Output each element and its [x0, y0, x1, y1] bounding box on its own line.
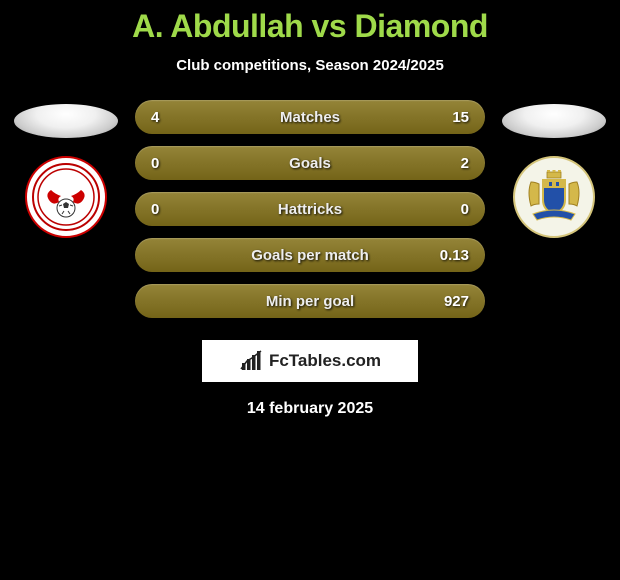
stat-bar: 4 Matches 15: [135, 100, 485, 134]
subtitle: Club competitions, Season 2024/2025: [0, 57, 620, 74]
player-right-column: [501, 100, 607, 238]
stat-left-value: 0: [151, 155, 191, 172]
stat-label: Goals: [289, 155, 331, 172]
dragon-icon: [31, 162, 101, 232]
stat-bar: Min per goal 927: [135, 284, 485, 318]
stat-label: Hattricks: [278, 201, 342, 218]
main-row: 4 Matches 15 0 Goals 2 0 Hattricks 0 Goals per ma…: [0, 100, 620, 318]
bar-chart-icon: [239, 349, 263, 373]
page-title: A. Abdullah vs Diamond: [0, 8, 620, 45]
stat-left-value: 0: [151, 201, 191, 218]
stat-bar: 0 Hattricks 0: [135, 192, 485, 226]
brand-box[interactable]: FcTables.com: [202, 340, 418, 382]
brand-label: FcTables.com: [269, 351, 381, 371]
date-label: 14 february 2025: [0, 400, 620, 418]
stat-label: Goals per match: [251, 247, 369, 264]
shield-crest-icon: [519, 162, 589, 232]
stat-left-value: 4: [151, 109, 191, 126]
stockport-county-crest: [513, 156, 595, 238]
stat-right-value: 15: [429, 109, 469, 126]
stat-right-value: 0.13: [429, 247, 469, 264]
player-left-column: [13, 100, 119, 238]
player-left-oval: [14, 104, 118, 138]
stat-right-value: 927: [429, 293, 469, 310]
stat-label: Min per goal: [266, 293, 354, 310]
leyton-orient-crest: [25, 156, 107, 238]
player-right-oval: [502, 104, 606, 138]
stats-bars: 4 Matches 15 0 Goals 2 0 Hattricks 0 Goals per ma…: [135, 100, 485, 318]
stat-label: Matches: [280, 109, 340, 126]
stat-right-value: 2: [429, 155, 469, 172]
comparison-card: A. Abdullah vs Diamond Club competitions…: [0, 0, 620, 418]
stat-bar: Goals per match 0.13: [135, 238, 485, 272]
stat-right-value: 0: [429, 201, 469, 218]
stat-bar: 0 Goals 2: [135, 146, 485, 180]
